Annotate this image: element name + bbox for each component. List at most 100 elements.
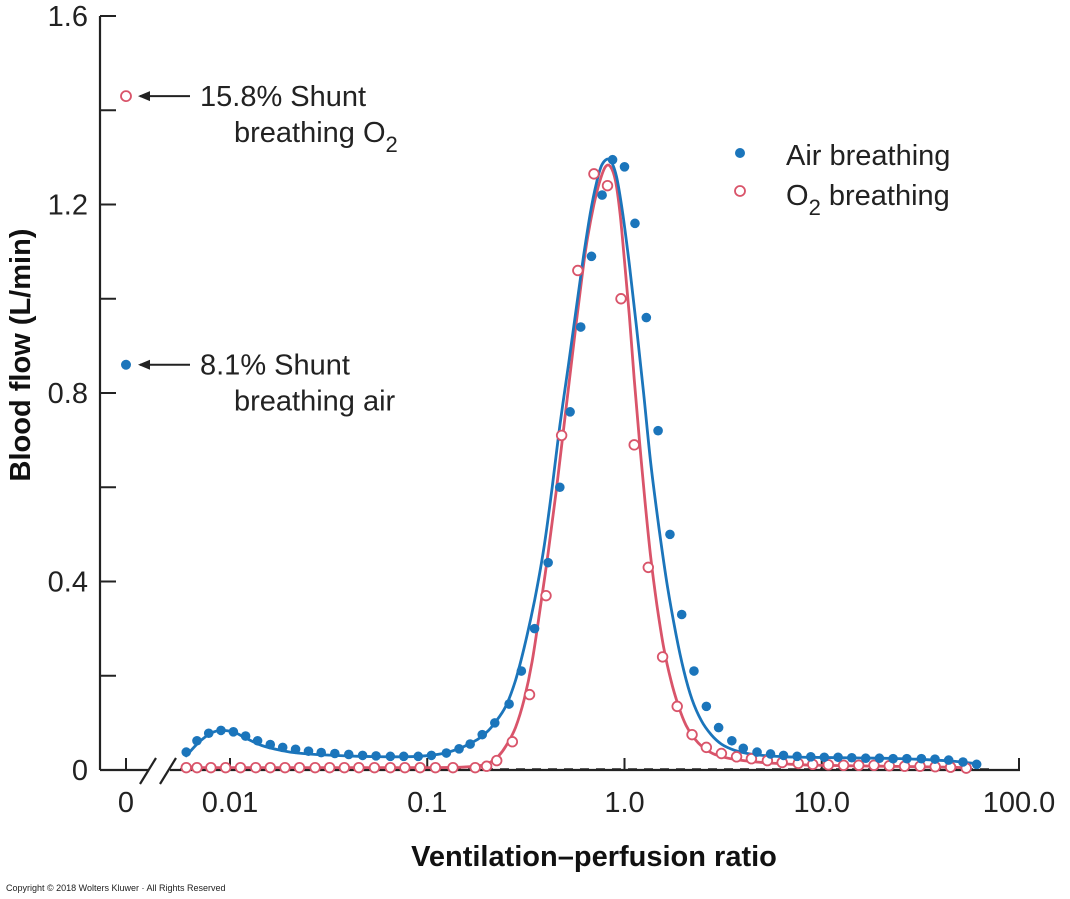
data-point-o2 [730, 751, 743, 763]
data-point-o2 [429, 761, 442, 774]
axis-break-mark [139, 757, 157, 785]
data-point-air [504, 699, 514, 709]
data-point-o2 [447, 761, 459, 774]
data-point-air [738, 743, 749, 754]
data-point-air [665, 529, 675, 540]
y-tick-label: 0.8 [48, 378, 88, 410]
data-point-o2 [523, 688, 536, 701]
data-point-air [765, 749, 776, 759]
data-point-air [888, 753, 898, 764]
legend-marker-o2 [734, 185, 746, 197]
data-point-air [727, 735, 737, 746]
data-point-air [330, 748, 340, 759]
shunt-arrowhead [138, 91, 150, 102]
data-point-o2 [323, 761, 336, 774]
data-point-o2 [686, 728, 698, 741]
data-point-air [930, 754, 940, 764]
data-point-o2 [338, 761, 351, 774]
data-point-air [489, 718, 500, 728]
y-axis-title: Blood flow (L/min) [5, 229, 37, 482]
data-point-o2 [572, 264, 584, 277]
data-point-air [653, 425, 663, 436]
y-tick-label: 1.6 [48, 1, 88, 33]
data-point-air [916, 753, 927, 764]
data-point-air [641, 312, 652, 323]
data-point-o2 [293, 761, 306, 774]
x-tick-label: 1.0 [604, 787, 644, 819]
data-point-o2 [745, 752, 758, 765]
data-point-air [316, 747, 327, 758]
data-point-air [343, 749, 354, 760]
data-point-o2 [491, 754, 503, 767]
data-point-air [357, 750, 368, 761]
axis-break-mark [159, 757, 177, 785]
data-point-air [805, 752, 816, 762]
data-point-o2 [353, 761, 365, 774]
data-point-o2 [180, 761, 192, 774]
data-point-air [619, 162, 630, 172]
x-tick-label: 0 [118, 787, 134, 819]
data-point-air [752, 747, 762, 757]
data-point-o2 [384, 761, 397, 774]
data-point-o2 [837, 759, 850, 771]
data-point-air [958, 757, 968, 767]
y-tick-label: 0.4 [48, 567, 88, 599]
data-point-air [902, 753, 912, 764]
x-tick-label: 10.0 [794, 787, 850, 819]
data-point-o2 [601, 179, 614, 192]
data-point-o2 [853, 759, 865, 771]
data-point-o2 [540, 589, 552, 602]
series-line-o2 [184, 163, 970, 770]
data-point-air [701, 701, 712, 712]
data-point-air [630, 218, 640, 229]
data-point-air [192, 735, 202, 746]
data-point-air [874, 753, 885, 764]
x-axis-title: Ventilation–perfusion ratio [411, 841, 777, 873]
data-point-o2 [234, 761, 247, 774]
series-line-air [184, 157, 980, 766]
data-point-air [833, 752, 843, 763]
data-point-air [265, 739, 276, 750]
legend-label-o2-sub: 2 [809, 195, 821, 220]
data-point-air [943, 755, 954, 765]
data-point-o2 [506, 736, 519, 748]
data-point-o2 [368, 761, 381, 774]
data-point-air [676, 609, 687, 620]
data-point-air [228, 727, 239, 737]
data-point-o2 [399, 761, 411, 774]
data-point-air [454, 743, 464, 754]
legend: Air breathing O2 breathing [734, 140, 950, 220]
data-point-air [792, 751, 802, 762]
x-tick-label: 100.0 [983, 787, 1056, 819]
x-tick-label: 0.1 [407, 787, 447, 819]
data-point-o2 [588, 168, 600, 180]
data-point-o2 [868, 759, 880, 771]
data-point-air [565, 407, 575, 417]
data-point-air [575, 322, 586, 332]
data-point-o2 [671, 700, 683, 713]
data-point-o2 [700, 741, 713, 754]
shunt-label-line1: 15.8% Shunt [200, 81, 366, 113]
legend-label-o2-rest: breathing [821, 180, 950, 212]
data-point-o2 [642, 561, 654, 574]
data-point-o2 [414, 761, 426, 774]
data-point-air [398, 751, 409, 762]
data-point-air [477, 729, 488, 740]
data-point-o2 [822, 759, 835, 771]
legend-label-air-main: Air breathing [786, 140, 950, 172]
data-point-air [778, 750, 789, 761]
data-point-o2 [219, 761, 232, 774]
data-point-air [426, 750, 437, 761]
data-point-air [181, 747, 192, 757]
data-point-air [819, 752, 830, 763]
data-point-air [713, 722, 724, 733]
legend-label-air: Air breathing [786, 140, 950, 172]
shunt-point-1 [120, 90, 132, 103]
data-point-o2 [309, 761, 321, 774]
data-point-o2 [279, 761, 291, 774]
data-point-air [529, 623, 540, 634]
legend-marker-air [735, 148, 745, 158]
data-point-air [371, 751, 381, 761]
data-point-air [203, 728, 214, 739]
data-point-o2 [191, 761, 203, 774]
